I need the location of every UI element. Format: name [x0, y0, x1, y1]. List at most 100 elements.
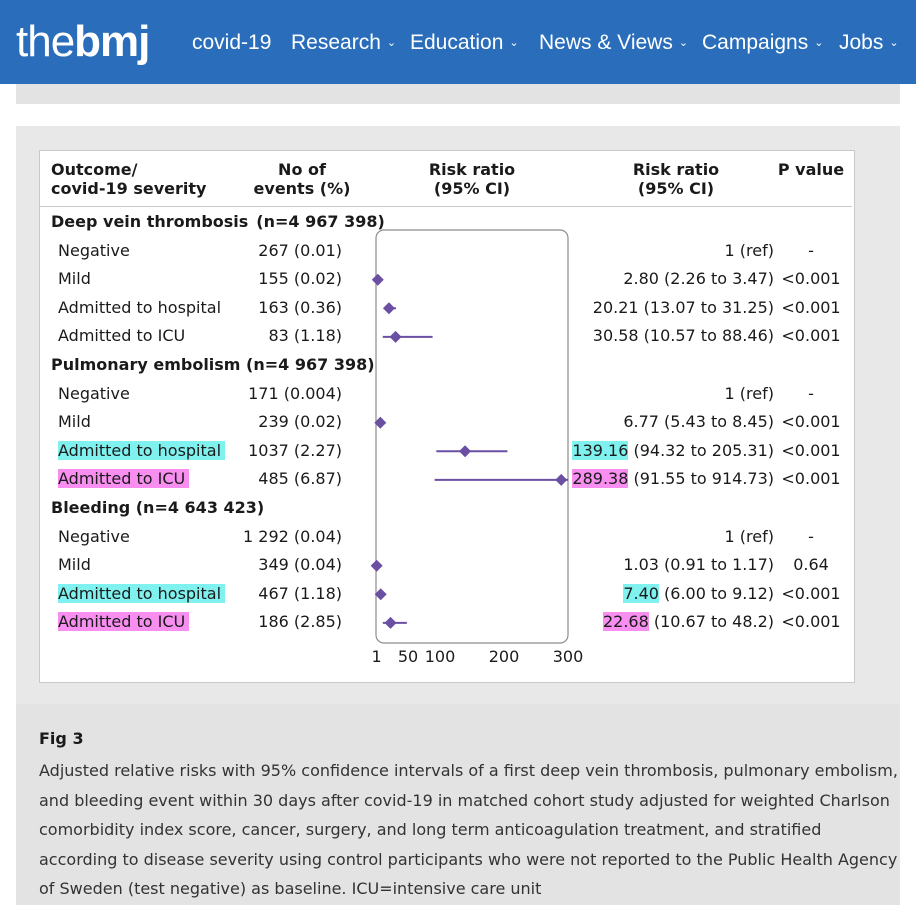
row-label-text: Negative — [58, 240, 130, 260]
bmj-logo[interactable]: thebmj — [16, 14, 150, 70]
point-estimate-marker — [459, 445, 472, 458]
point-estimate-marker — [382, 302, 395, 315]
point-estimate-marker — [374, 416, 387, 429]
row-risk-ratio: 1 (ref) — [725, 527, 774, 547]
row-p-value: <0.001 — [781, 583, 841, 603]
row-events: 155 (0.02) — [258, 269, 342, 289]
row-label-text: Admitted to hospital — [58, 583, 226, 603]
chevron-down-icon: ⌄ — [386, 37, 397, 49]
risk-ratio-ci: (ref) — [734, 526, 774, 546]
risk-ratio-ci: (ref) — [734, 240, 774, 260]
figure-caption — [16, 704, 900, 905]
nav-label: covid-19 — [192, 31, 272, 54]
nav-label: Research — [291, 31, 381, 54]
col-header-events: No of events (%) — [253, 160, 351, 198]
row-risk-ratio: 22.68 (10.67 to 48.2) — [602, 612, 774, 632]
risk-ratio-ci: (10.67 to 48.2) — [648, 612, 774, 632]
row-label-text: Mild — [58, 555, 91, 575]
nav-label: Campaigns — [702, 31, 809, 54]
point-estimate-marker — [384, 616, 397, 629]
chevron-down-icon: ⌄ — [678, 37, 689, 49]
row-p-value: - — [808, 526, 814, 546]
risk-ratio-value: 20.21 — [592, 297, 639, 317]
row-risk-ratio: 139.16 (94.32 to 205.31) — [572, 440, 774, 461]
row-p-value: <0.001 — [781, 469, 841, 489]
row-risk-ratio: 20.21 (13.07 to 31.25) — [593, 298, 774, 318]
nav-label: Education — [410, 31, 504, 54]
site-header: thebmj covid-19 Research ⌄ Education ⌄ New… — [0, 0, 916, 84]
row-label-text: Admitted to ICU — [58, 469, 190, 489]
risk-ratio-ci: (ref) — [734, 383, 774, 403]
col-header-outcome: Outcome/ covid-19 severity — [51, 160, 207, 198]
row-label: Negative — [58, 384, 134, 404]
point-estimate-marker — [370, 559, 383, 572]
row-risk-ratio: 2.80 (2.26 to 3.47) — [623, 269, 774, 289]
row-label: Mild — [58, 555, 95, 575]
group-title: Deep vein thrombosis (n=4 967 398) — [51, 212, 385, 231]
row-p-value: <0.001 — [781, 269, 841, 289]
x-tick-label: 100 — [425, 647, 456, 666]
row-label-text: Mild — [58, 412, 91, 432]
risk-ratio-ci: (5.43 to 8.45) — [658, 412, 774, 432]
row-events: 83 (1.18) — [268, 326, 342, 346]
row-events: 267 (0.01) — [258, 240, 342, 260]
row-label: Admitted to hospital — [58, 440, 226, 461]
group-title: Bleeding (n=4 643 423) — [51, 498, 265, 517]
row-events: 1 292 (0.04) — [243, 526, 342, 546]
figure-caption-text: Adjusted relative risks with 95% confide… — [39, 761, 898, 898]
chevron-down-icon: ⌄ — [889, 37, 899, 49]
row-p-value: <0.001 — [781, 612, 841, 632]
row-risk-ratio: 1.03 (0.91 to 1.17) — [623, 555, 774, 575]
row-p-value: - — [808, 240, 814, 260]
x-tick-label: 200 — [489, 647, 520, 666]
chevron-down-icon: ⌄ — [509, 37, 519, 49]
nav-news-views[interactable]: News & Views ⌄ — [539, 30, 688, 56]
nav-research[interactable]: Research ⌄ — [291, 30, 396, 56]
risk-ratio-value: 7.40 — [623, 583, 659, 603]
plot-frame — [375, 229, 569, 644]
point-estimate-marker — [389, 330, 402, 343]
nav-campaigns[interactable]: Campaigns ⌄ — [702, 30, 823, 56]
x-tick-label: 300 — [553, 647, 584, 666]
col-header-rr: Risk ratio (95% CI) — [632, 160, 720, 198]
row-p-value: <0.001 — [781, 297, 841, 317]
row-p-value: 0.64 — [793, 555, 829, 575]
row-label: Negative — [58, 241, 134, 261]
nav-covid-19[interactable]: covid-19 — [192, 30, 271, 56]
row-label-text: Admitted to hospital — [58, 297, 222, 317]
risk-ratio-ci: (94.32 to 205.31) — [628, 440, 774, 460]
risk-ratio-ci: (2.26 to 3.47) — [658, 269, 774, 289]
row-p-value: <0.001 — [781, 440, 841, 460]
risk-ratio-ci: (6.00 to 9.12) — [658, 583, 774, 603]
nav-label: News & Views — [539, 31, 673, 54]
row-label-text: Negative — [58, 526, 130, 546]
nav-jobs[interactable]: Jobs ⌄ — [839, 30, 899, 56]
row-risk-ratio: 7.40 (6.00 to 9.12) — [623, 583, 774, 604]
row-label: Admitted to ICU — [58, 326, 189, 346]
row-label: Admitted to hospital — [58, 298, 225, 318]
risk-ratio-ci: (10.57 to 88.46) — [638, 326, 774, 346]
row-events: 1037 (2.27) — [248, 440, 342, 460]
col-header-plot: Risk ratio (95% CI) — [428, 160, 516, 198]
top-grey-strip — [16, 84, 900, 104]
row-p-value: - — [808, 383, 814, 403]
x-tick-label: 1 — [372, 647, 382, 666]
row-p-value: <0.001 — [781, 412, 841, 432]
risk-ratio-value: 30.58 — [592, 326, 639, 346]
row-risk-ratio: 1 (ref) — [725, 241, 774, 261]
logo-bmj: bmj — [74, 17, 150, 66]
row-label: Admitted to ICU — [58, 612, 190, 632]
nav-label: Jobs — [839, 31, 884, 54]
nav-education[interactable]: Education ⌄ — [410, 30, 519, 56]
row-label-text: Mild — [58, 269, 91, 289]
row-label: Admitted to ICU — [58, 469, 190, 489]
logo-the: the — [16, 17, 75, 66]
row-risk-ratio: 1 (ref) — [725, 384, 774, 404]
row-label-text: Negative — [58, 383, 130, 403]
row-risk-ratio: 6.77 (5.43 to 8.45) — [623, 412, 774, 432]
row-label-text: Admitted to ICU — [58, 612, 190, 632]
row-events: 186 (2.85) — [258, 612, 342, 632]
row-events: 163 (0.36) — [258, 297, 342, 317]
col-header-p: P value — [777, 160, 845, 179]
